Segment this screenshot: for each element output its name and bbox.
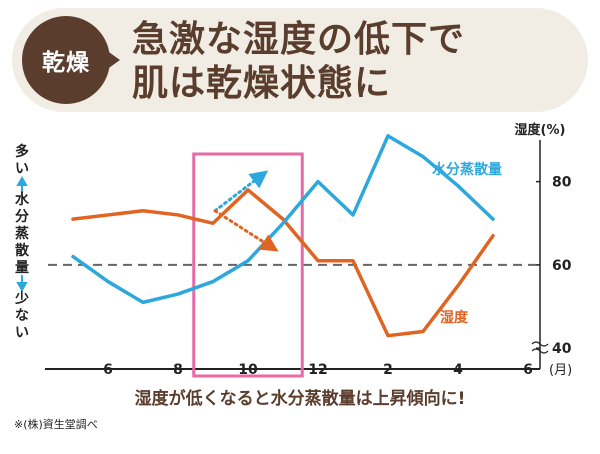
svg-text:多: 多 xyxy=(15,143,29,160)
svg-text:い: い xyxy=(15,161,29,177)
y-tick-label: 40 xyxy=(552,341,572,357)
svg-text:量: 量 xyxy=(15,260,29,276)
falling-arrow-icon xyxy=(215,211,271,247)
chart-caption: 湿度が低くなると水分蒸散量は上昇傾向に! xyxy=(0,384,600,409)
svg-text:な: な xyxy=(15,308,29,324)
series-label-humidity: 湿度 xyxy=(440,309,469,326)
svg-text:水: 水 xyxy=(15,191,30,208)
series-label-water: 水分蒸散量 xyxy=(432,161,502,178)
right-axis-label: 湿度(%) xyxy=(515,122,566,138)
source-footnote: ※(株)資生堂調べ xyxy=(14,416,98,432)
headline: 急激な湿度の低下で 肌は乾燥状態に xyxy=(132,18,572,106)
x-tick-label: 4 xyxy=(453,362,463,378)
left-label-bottom: 少ない xyxy=(14,290,29,341)
down-arrow-icon xyxy=(18,275,26,290)
x-tick-label: 2 xyxy=(383,362,393,378)
badge-pointer-icon xyxy=(106,50,120,70)
svg-text:蒸: 蒸 xyxy=(15,225,29,242)
category-badge: 乾燥 xyxy=(22,16,110,104)
headline-line-2: 肌は乾燥状態に xyxy=(132,62,572,106)
series-line-humidity xyxy=(73,190,493,336)
x-tick-label: 6 xyxy=(103,362,113,378)
svg-text:い: い xyxy=(15,325,29,341)
y-tick-label: 60 xyxy=(552,258,572,274)
x-tick-label: 12 xyxy=(308,362,327,378)
left-label-top: 多い xyxy=(15,143,29,177)
x-tick-label: 10 xyxy=(238,362,258,378)
left-label-middle: 水分蒸散量 xyxy=(15,191,30,276)
x-axis-unit: (月) xyxy=(549,363,572,378)
y-tick-label: 80 xyxy=(552,175,572,191)
headline-line-1: 急激な湿度の低下で xyxy=(132,18,572,62)
svg-text:少: 少 xyxy=(14,290,29,307)
svg-text:散: 散 xyxy=(15,242,30,259)
x-tick-label: 6 xyxy=(523,362,533,378)
svg-text:分: 分 xyxy=(15,209,29,225)
x-tick-label: 8 xyxy=(173,362,183,378)
